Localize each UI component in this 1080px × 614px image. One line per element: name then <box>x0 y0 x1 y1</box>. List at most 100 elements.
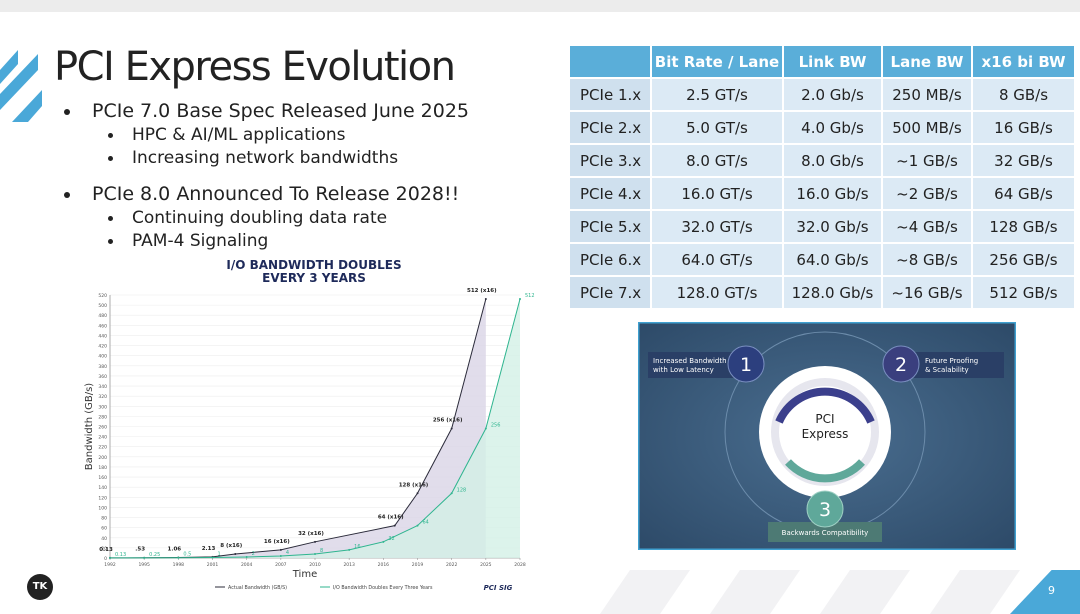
y-tick-label: 260 <box>98 425 107 431</box>
point <box>382 540 385 543</box>
table-cell: 128 GB/s <box>971 209 1076 244</box>
point <box>314 540 316 543</box>
decor-stripes <box>0 50 42 122</box>
sub-bullet: PAM-4 Signaling <box>132 231 269 251</box>
header-row: Bit Rate / Lane Link BW Lane BW x16 bi BW <box>568 44 1076 79</box>
table-cell: 8.0 Gb/s <box>782 143 883 178</box>
table-cell: ~16 GB/s <box>881 275 973 310</box>
number-badge <box>882 345 920 383</box>
y-tick-label: 100 <box>98 505 107 511</box>
x-tick-label: 2016 <box>378 562 390 568</box>
y-tick-label: 280 <box>98 414 107 420</box>
table-cell: 2.0 Gb/s <box>782 77 883 112</box>
y-tick-label: 300 <box>98 404 107 410</box>
table-cell: ~1 GB/s <box>881 143 973 178</box>
y-tick-label: 20 <box>101 546 107 552</box>
data-label: 0.25 <box>149 552 160 558</box>
table-row: PCIe 3.x 8.0 GT/s 8.0 Gb/s ~1 GB/s 32 GB/s <box>568 143 1076 178</box>
table-row: PCIe 2.x 5.0 GT/s 4.0 Gb/s 500 MB/s 16 GB/s <box>568 110 1076 145</box>
table-cell: PCIe 3.x <box>568 143 652 178</box>
legend-label: Actual Bandwidth (GB/S) <box>228 585 287 591</box>
y-tick-label: 60 <box>101 526 107 532</box>
x-axis-label: Time <box>292 569 317 580</box>
x-tick-label: 2028 <box>514 562 526 568</box>
item-label: Future Proofing <box>925 357 978 365</box>
table-cell: 4.0 Gb/s <box>782 110 883 145</box>
point <box>348 548 351 551</box>
data-label: 16 <box>354 544 360 550</box>
data-label: 32 (x16) <box>298 531 324 537</box>
table-cell: 64.0 Gb/s <box>782 242 883 277</box>
x-tick-label: 2010 <box>309 562 321 568</box>
data-label: 0.5 <box>183 552 191 558</box>
table-row: PCIe 6.x 64.0 GT/s 64.0 Gb/s ~8 GB/s 256 GB/… <box>568 242 1076 277</box>
y-tick-label: 400 <box>98 354 107 360</box>
data-label: 512 (x16) <box>467 288 497 294</box>
point <box>450 427 453 430</box>
y-axis-label: Bandwidth (GB/s) <box>84 383 95 471</box>
y-tick-label: 440 <box>98 333 107 339</box>
number-badge <box>727 345 765 383</box>
x-tick-label: 2013 <box>343 562 355 568</box>
data-label: 512 <box>525 293 535 299</box>
y-tick-label: 200 <box>98 455 107 461</box>
data-label: 0.13 <box>99 547 113 553</box>
table-row: PCIe 4.x 16.0 GT/s 16.0 Gb/s ~2 GB/s 64 GB/s <box>568 176 1076 211</box>
x-tick-label: 1995 <box>138 562 150 568</box>
y-tick-label: 240 <box>98 435 107 441</box>
table-cell: PCIe 1.x <box>568 77 652 112</box>
bullet-dot <box>108 216 113 221</box>
y-tick-label: 180 <box>98 465 107 471</box>
point <box>484 427 487 430</box>
spec-table: Bit Rate / Lane Link BW Lane BW x16 bi BW PC… <box>568 44 1076 310</box>
data-label: 256 <box>491 423 501 429</box>
x-tick-label: 1992 <box>104 562 116 568</box>
table-cell: 16.0 GT/s <box>650 176 784 211</box>
table-cell: PCIe 2.x <box>568 110 652 145</box>
data-label: 2 <box>252 551 255 557</box>
item-label: & Scalability <box>925 366 969 374</box>
point <box>177 556 180 559</box>
x-tick-label: 2022 <box>446 562 458 568</box>
point <box>234 552 237 555</box>
decor-footer <box>600 570 1080 614</box>
point <box>416 524 419 527</box>
point <box>416 492 419 495</box>
x-tick-label: 2019 <box>412 562 424 568</box>
bullet: PCIe 8.0 Announced To Release 2028!! <box>92 183 460 205</box>
table-row: PCIe 7.x 128.0 GT/s 128.0 Gb/s ~16 GB/s 512 … <box>568 275 1076 310</box>
point <box>519 298 521 301</box>
item-number: 3 <box>819 499 831 521</box>
y-tick-label: 320 <box>98 394 107 400</box>
data-label: 64 <box>423 520 429 526</box>
point <box>143 556 146 559</box>
point <box>279 548 282 551</box>
item-label: with Low Latency <box>653 366 714 374</box>
table-cell: 8 GB/s <box>971 77 1076 112</box>
x-tick-label: 1998 <box>173 562 185 568</box>
sub-bullet: Increasing network bandwidths <box>132 148 399 168</box>
table-cell: 32.0 Gb/s <box>782 209 883 244</box>
table-cell: 128.0 Gb/s <box>782 275 883 310</box>
data-label: 32 <box>388 536 394 542</box>
table-cell: ~8 GB/s <box>881 242 973 277</box>
data-label: 8 <box>320 548 323 554</box>
y-tick-label: 120 <box>98 495 107 501</box>
table-cell: 16.0 Gb/s <box>782 176 883 211</box>
point <box>245 555 248 558</box>
arc <box>775 387 875 424</box>
item-label: Backwards Compatibility <box>782 529 869 537</box>
number-badge <box>806 490 844 528</box>
point <box>211 556 214 559</box>
table-cell: 8.0 GT/s <box>650 143 784 178</box>
page-number: 9 <box>1048 584 1055 597</box>
x-tick-label: 2001 <box>207 562 219 568</box>
data-label: 2.13 <box>202 546 216 552</box>
sub-bullet: HPC & AI/ML applications <box>132 125 346 145</box>
table-cell: 32.0 GT/s <box>650 209 784 244</box>
y-tick-label: 40 <box>101 536 107 542</box>
y-tick-label: 500 <box>98 303 107 309</box>
header-cell: Lane BW <box>881 44 973 79</box>
y-tick-label: 220 <box>98 445 107 451</box>
table-cell: ~2 GB/s <box>881 176 973 211</box>
